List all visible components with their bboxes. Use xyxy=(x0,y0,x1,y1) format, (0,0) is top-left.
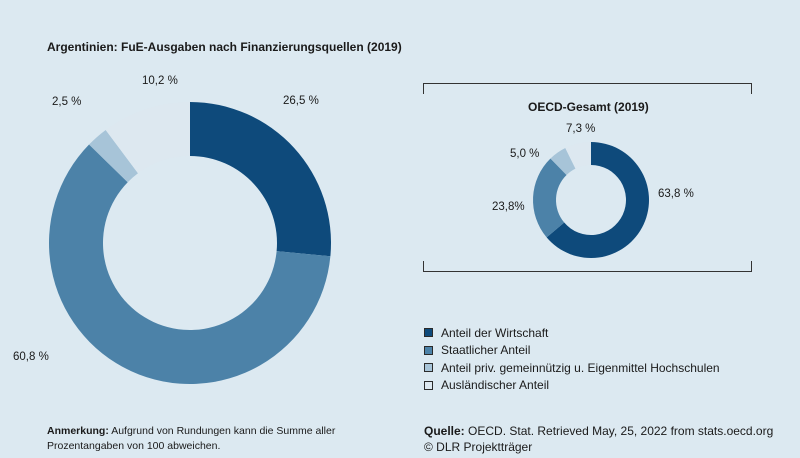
oecd-donut xyxy=(533,142,650,258)
legend-item-ausland: Ausländischer Anteil xyxy=(424,377,720,395)
oecd-chart-title: OECD-Gesamt (2019) xyxy=(528,100,649,114)
main-label-privat: 2,5 % xyxy=(52,96,82,108)
legend-label: Anteil priv. gemeinnützig u. Eigenmittel… xyxy=(441,360,720,375)
oecd-label-privat: 5,0 % xyxy=(510,148,540,160)
oecd-frame-bottom xyxy=(423,261,752,272)
slice-wirtschaft xyxy=(190,102,331,257)
legend: Anteil der Wirtschaft Staatlicher Anteil… xyxy=(424,324,720,394)
slice-ausland xyxy=(565,142,591,169)
main-label-ausland: 10,2 % xyxy=(142,75,178,87)
slice-ausland xyxy=(105,102,190,174)
legend-item-staat: Staatlicher Anteil xyxy=(424,342,720,360)
note-text: Aufgrund von Rundungen kann die Summe al… xyxy=(47,425,336,452)
legend-label: Anteil der Wirtschaft xyxy=(441,325,549,340)
oecd-label-ausland: 7,3 % xyxy=(566,123,596,135)
source-label: Quelle: xyxy=(424,424,465,438)
legend-swatch xyxy=(424,328,433,338)
slice-staat xyxy=(533,158,567,238)
copyright: © DLR Projektträger xyxy=(424,440,533,454)
legend-label: Ausländischer Anteil xyxy=(441,378,550,393)
argentina-donut xyxy=(48,102,331,384)
legend-label: Staatlicher Anteil xyxy=(441,343,531,358)
oecd-label-wirtschaft: 63,8 % xyxy=(658,188,694,200)
slice-privat xyxy=(89,129,138,183)
source-text: OECD. Stat. Retrieved May, 25, 2022 from… xyxy=(468,424,774,438)
legend-swatch xyxy=(424,345,433,355)
slice-privat xyxy=(550,148,576,175)
oecd-label-staat: 23,8% xyxy=(492,201,525,213)
legend-swatch xyxy=(424,363,433,373)
main-label-staat: 60,8 % xyxy=(13,351,49,363)
main-label-wirtschaft: 26,5 % xyxy=(283,95,319,107)
legend-item-privat: Anteil priv. gemeinnützig u. Eigenmittel… xyxy=(424,359,720,377)
main-chart-title: Argentinien: FuE-Ausgaben nach Finanzier… xyxy=(47,40,402,54)
note-label: Anmerkung: xyxy=(47,425,109,437)
slice-wirtschaft xyxy=(546,142,650,258)
note: Anmerkung: Aufgrund von Rundungen kann d… xyxy=(47,424,367,454)
slice-staat xyxy=(48,144,331,384)
oecd-frame-top xyxy=(423,83,752,94)
legend-item-wirtschaft: Anteil der Wirtschaft xyxy=(424,324,720,342)
legend-swatch xyxy=(424,380,433,390)
source: Quelle: OECD. Stat. Retrieved May, 25, 2… xyxy=(424,423,773,455)
